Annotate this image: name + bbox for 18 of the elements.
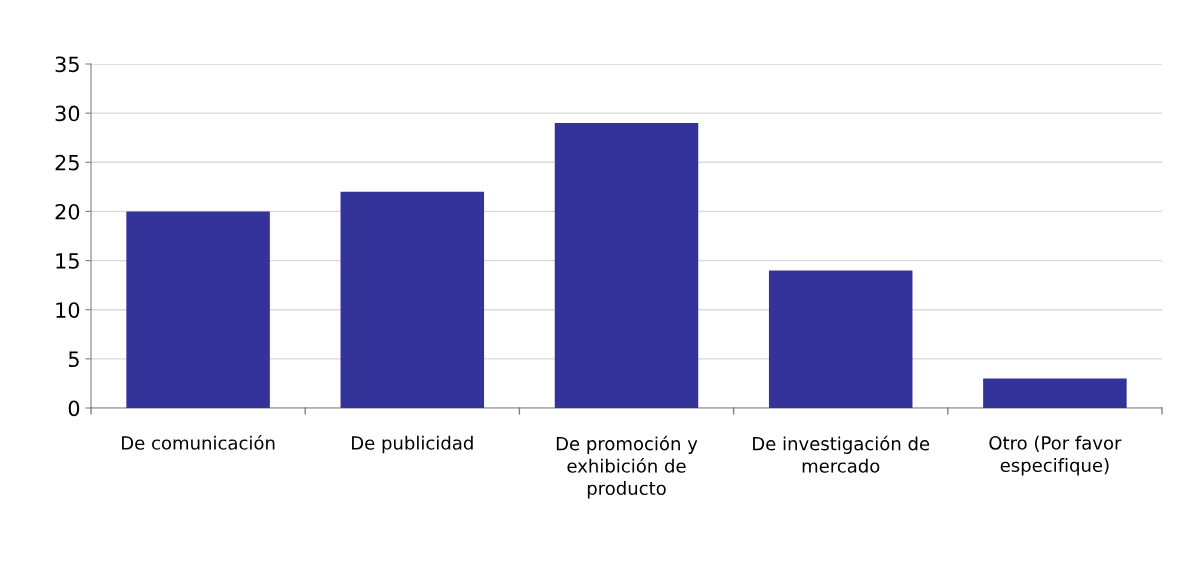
y-tick-label: 30 — [55, 105, 80, 122]
bar — [554, 122, 699, 408]
bar — [983, 378, 1127, 408]
x-tick-label: Otro (Por favor especifique) — [989, 435, 1122, 476]
y-tick-label: 10 — [56, 302, 80, 318]
y-tick-label: 35 — [55, 56, 79, 73]
y-tick-label: 5 — [68, 351, 79, 368]
bar — [768, 270, 913, 408]
x-tick-label: De publicidad — [352, 435, 473, 454]
y-tick-label: 0 — [68, 400, 80, 417]
x-tick-label: De comunicación — [122, 435, 275, 450]
y-tick-label: 15 — [56, 253, 79, 269]
x-tick-label: De promoción y exhibición de producto — [556, 435, 698, 499]
y-tick-label: 20 — [55, 203, 80, 220]
bar — [340, 191, 485, 408]
y-tick-label: 25 — [55, 154, 79, 171]
bar — [126, 211, 270, 408]
x-tick-label: De investigación de mercado — [753, 435, 930, 473]
